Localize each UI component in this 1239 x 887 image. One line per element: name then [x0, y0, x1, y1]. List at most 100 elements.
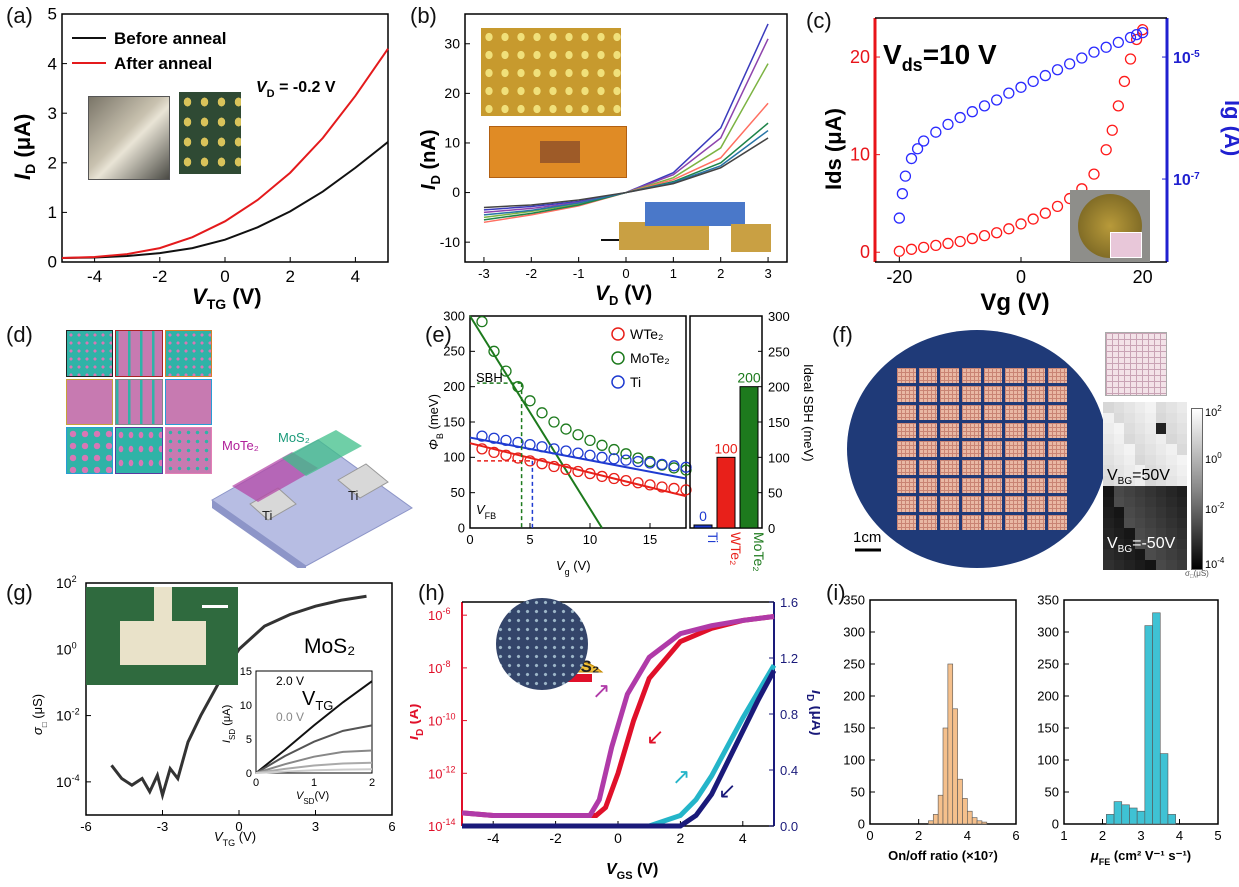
- y-tick-label-right: 0.8: [780, 707, 798, 722]
- device-cell: [1005, 368, 1024, 384]
- x-axis-label: On/off ratio (×10⁷): [888, 848, 998, 863]
- data-point-lg: [1051, 64, 1064, 76]
- inset-curve: [255, 749, 373, 774]
- panel-g: -6 -3 0 3 6 10-4 10-2 100 102 MoS₂ VTG (V) σ□ (μS) 0…: [0, 574, 410, 882]
- device-cell: [1005, 441, 1024, 457]
- y-tick-label: 10: [850, 145, 870, 165]
- histogram-bar: [928, 820, 934, 825]
- data-point-ids: [1118, 75, 1131, 88]
- map-pixel: [1113, 528, 1124, 539]
- y-tick-label: 250: [843, 656, 865, 671]
- device-cell: [983, 477, 1003, 494]
- x-axis-label: Vg (V): [980, 289, 1049, 315]
- data-point-ids: [1124, 53, 1137, 65]
- scale-bar-label: 1cm: [853, 529, 881, 546]
- device-cell: [961, 477, 981, 494]
- x-tick-label: 1: [1060, 828, 1067, 843]
- annotation-mos2: MoS₂: [304, 635, 355, 658]
- legend-label: WTe₂: [630, 326, 663, 342]
- data-point: [548, 443, 560, 455]
- wafer-photo-h: [496, 598, 588, 690]
- junction-schematic: [619, 198, 777, 260]
- chart-a: -4 -2 0 2 4 0 1 2 3 4 5 Before anneal After anneal VD…: [10, 5, 389, 312]
- map-pixel: [1145, 549, 1156, 560]
- data-point: [584, 449, 596, 461]
- x-tick-label: 3: [312, 819, 319, 834]
- map-pixel: [1113, 454, 1124, 465]
- map-pixel: [1145, 433, 1156, 444]
- microscope-grid: [66, 330, 212, 474]
- device-cell: [1048, 404, 1067, 420]
- data-point-lg: [1076, 52, 1088, 64]
- y-tick-label: 100: [843, 752, 865, 767]
- chart-e: 0 5 10 15050100150200250300SBHVFBWTe₂MoTe₂T…: [426, 308, 816, 577]
- x-tick-label: -3: [157, 819, 169, 834]
- map-pixel: [1155, 475, 1166, 486]
- device-cell: [897, 441, 916, 457]
- y-tick-label: 30: [444, 35, 460, 51]
- data-point: [608, 453, 620, 465]
- device-cell: [961, 514, 981, 530]
- x-tick-label: 4: [964, 828, 971, 843]
- panel-label-d: (d): [6, 322, 33, 347]
- device-cell: [897, 368, 916, 384]
- data-point: [596, 439, 608, 451]
- device-cell: [918, 422, 938, 439]
- map-pixel: [1124, 496, 1135, 507]
- data-point: [632, 477, 644, 489]
- bar-value-label: 0: [699, 508, 707, 524]
- series-line: [461, 614, 775, 818]
- scale-bar-g: [202, 605, 228, 608]
- map-pixel: [1166, 465, 1177, 476]
- y-axis-label-right: Ideal SBH (meV): [801, 364, 816, 462]
- data-point: [488, 432, 500, 444]
- data-point: [476, 443, 488, 455]
- x-tick-label: 4: [1176, 828, 1183, 843]
- panel-a: -4 -2 0 2 4 0 1 2 3 4 5 Before anneal After anneal VD…: [0, 0, 400, 312]
- tile: [164, 330, 212, 377]
- data-point: [572, 447, 584, 459]
- legend-label: Before anneal: [114, 29, 226, 48]
- map-pixel: [1113, 465, 1124, 476]
- device-cell: [918, 459, 938, 475]
- histogram-bar: [1113, 801, 1123, 825]
- y-axis-label-right: lg (A): [1220, 100, 1239, 156]
- legend-swatch: [611, 351, 625, 365]
- series-line: [61, 141, 389, 260]
- map-pixel: [1103, 486, 1114, 497]
- inset-x-tick: 1: [311, 777, 317, 789]
- cb-tick: 10-2: [1205, 501, 1225, 516]
- data-point: [608, 472, 620, 485]
- histogram-bar: [1136, 810, 1146, 825]
- map-pixel: [1176, 465, 1187, 476]
- map-pixel: [1103, 444, 1114, 455]
- map-pixel: [1113, 486, 1124, 497]
- map-pixel: [1166, 559, 1177, 570]
- y-tick-label: 150: [443, 414, 465, 429]
- map-pixel: [1124, 528, 1135, 539]
- y-tick-label: 0: [858, 816, 865, 831]
- legend-label: MoTe₂: [630, 350, 670, 366]
- y-axis-label: ID (μA): [10, 114, 38, 180]
- panel-label-g: (g): [6, 580, 33, 605]
- map-pixel: [1124, 538, 1135, 549]
- p-ptse2-layer: [619, 222, 709, 250]
- map-pixel: [1145, 496, 1156, 507]
- data-point: [644, 457, 656, 469]
- data-point-lg: [918, 135, 930, 147]
- device-cell: [1005, 459, 1024, 475]
- map-pixel: [1176, 538, 1187, 549]
- data-point: [560, 463, 572, 475]
- device-cell: [940, 496, 959, 512]
- x-tick-label: 2: [285, 267, 294, 286]
- bar: [716, 456, 736, 529]
- data-point-lg: [930, 126, 942, 138]
- y-tick-label: 1: [48, 203, 57, 222]
- y-tick-label: 102: [56, 575, 77, 591]
- data-point-ids: [1112, 100, 1124, 112]
- tile: [115, 427, 163, 474]
- device-cell: [1026, 422, 1046, 439]
- inset-photo-b2: [489, 126, 627, 178]
- map-pixel: [1176, 528, 1187, 539]
